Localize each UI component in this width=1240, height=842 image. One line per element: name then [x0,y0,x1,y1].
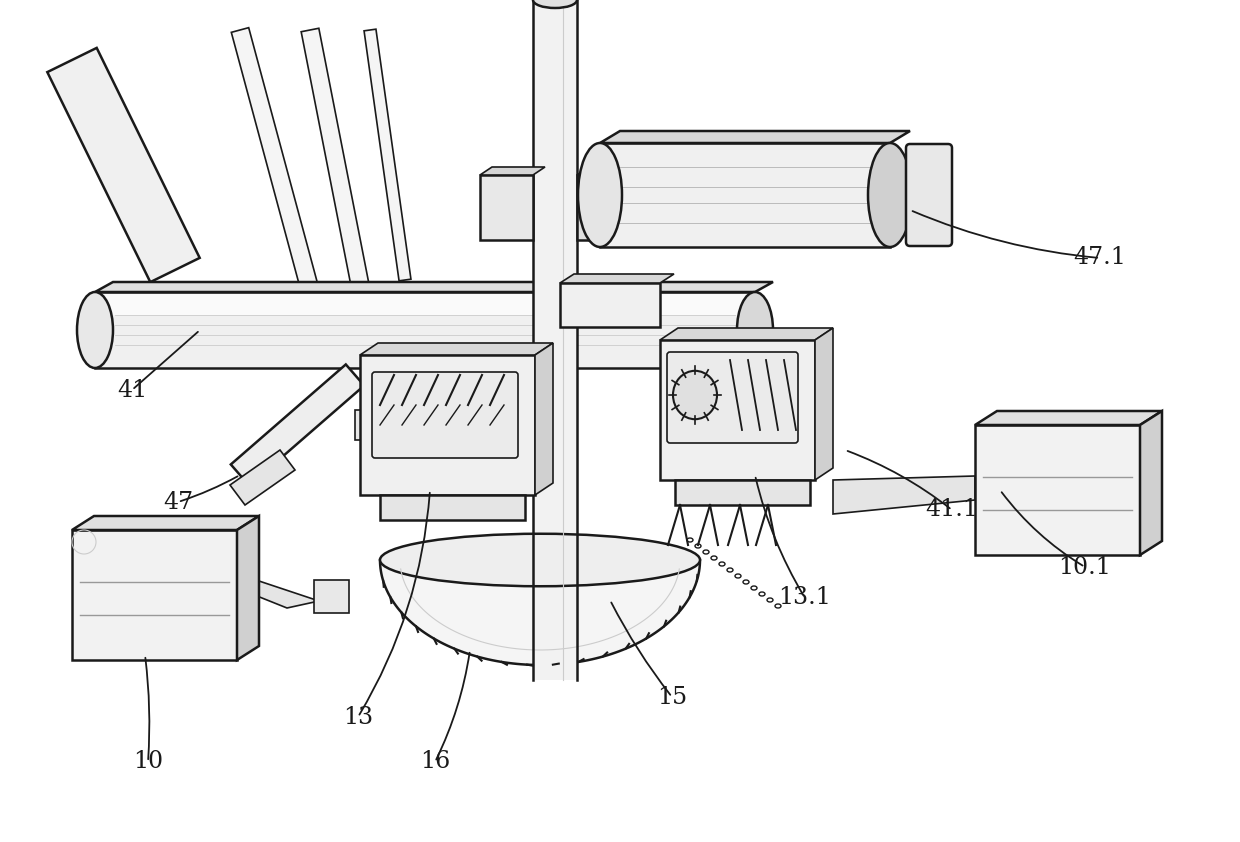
Polygon shape [975,411,1162,425]
Text: 16: 16 [420,750,450,774]
Polygon shape [577,167,642,175]
Text: 41.1: 41.1 [925,498,978,521]
Polygon shape [360,355,534,495]
Polygon shape [314,580,348,613]
Polygon shape [577,175,630,240]
Polygon shape [560,274,675,283]
Ellipse shape [533,0,577,8]
Polygon shape [1140,411,1162,555]
Polygon shape [660,328,833,340]
Polygon shape [72,516,259,530]
Polygon shape [480,167,546,175]
FancyBboxPatch shape [667,352,799,443]
Polygon shape [534,343,553,495]
Ellipse shape [578,143,622,247]
Polygon shape [229,450,295,505]
Text: 47.1: 47.1 [1074,247,1126,269]
Polygon shape [360,343,553,355]
Ellipse shape [379,534,701,586]
Polygon shape [237,516,259,660]
Polygon shape [600,131,910,143]
Text: 10.1: 10.1 [1059,556,1111,578]
Polygon shape [232,28,319,292]
Polygon shape [379,495,525,520]
Polygon shape [237,581,319,608]
Polygon shape [480,175,533,240]
Polygon shape [379,560,701,665]
Polygon shape [365,29,410,281]
Polygon shape [72,530,237,660]
Text: 13: 13 [343,706,373,728]
Ellipse shape [737,292,773,368]
Polygon shape [600,143,890,247]
Polygon shape [815,328,833,480]
Polygon shape [675,480,810,505]
FancyBboxPatch shape [372,372,518,458]
Polygon shape [975,425,1140,555]
Text: 47: 47 [162,491,193,514]
Polygon shape [47,48,200,282]
Text: 10: 10 [133,750,164,774]
Text: 13.1: 13.1 [779,587,832,610]
Polygon shape [533,0,577,680]
Polygon shape [301,29,368,287]
Text: 41: 41 [117,379,148,402]
FancyBboxPatch shape [906,144,952,246]
Polygon shape [833,476,975,514]
Ellipse shape [868,143,911,247]
Ellipse shape [77,292,113,368]
Polygon shape [95,282,773,292]
Polygon shape [95,292,755,368]
Text: 15: 15 [657,685,687,708]
Ellipse shape [673,370,717,419]
Polygon shape [95,292,755,315]
Polygon shape [560,283,660,327]
Polygon shape [355,410,401,440]
Polygon shape [231,365,365,486]
Polygon shape [660,340,815,480]
